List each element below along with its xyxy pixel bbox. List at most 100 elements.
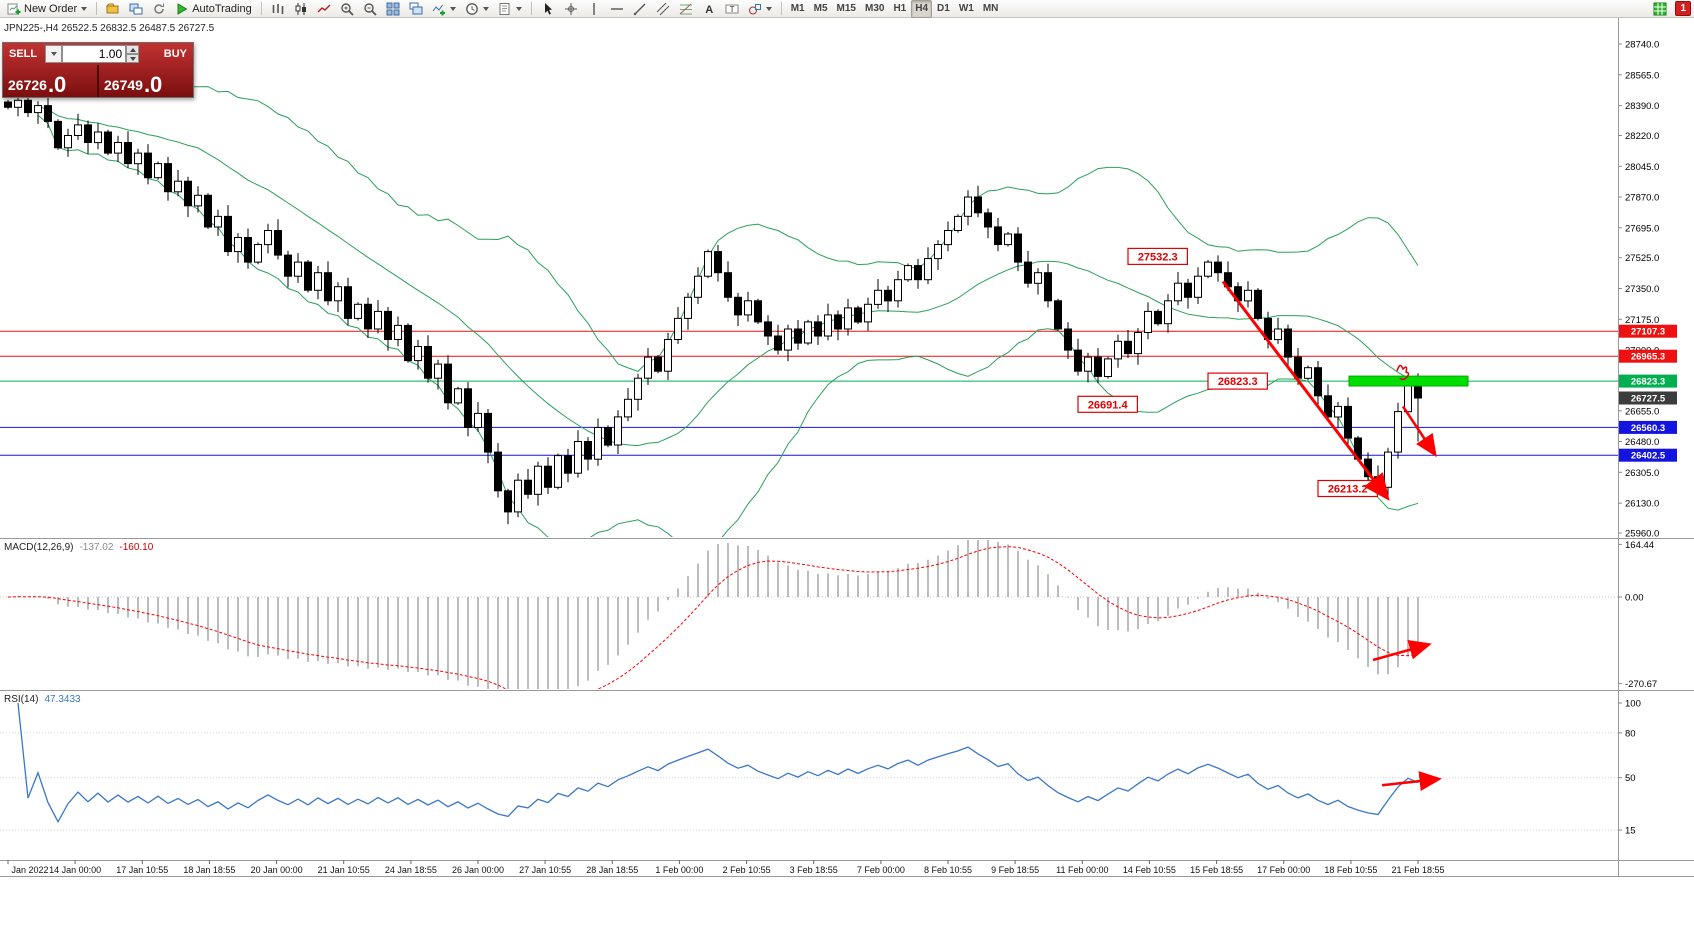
annotation-price-label[interactable]: 26213.2 bbox=[1317, 479, 1379, 498]
chart-symbol-header: JPN225-,H4 26522.5 26832.5 26487.5 26727… bbox=[4, 23, 215, 34]
svg-text:26691.4: 26691.4 bbox=[1088, 399, 1129, 411]
annotation-price-label[interactable]: 26823.3 bbox=[1207, 372, 1269, 390]
time-axis[interactable]: Jan 2022 14 Jan 00:00 17 Jan 10:55 18 Jan 1… bbox=[7, 860, 1445, 875]
buy-price-fraction: .0 bbox=[143, 72, 163, 97]
green-zone-rectangle[interactable] bbox=[1348, 375, 1469, 387]
svg-text:A: A bbox=[705, 4, 713, 16]
lot-decrease-button[interactable] bbox=[126, 54, 140, 63]
trendline-button[interactable] bbox=[629, 0, 651, 18]
chart-canvas[interactable]: 27532.3 26823.3 26691.4 26213.2 28740.0 28565… bbox=[0, 18, 1694, 940]
annotation-price-label[interactable]: 27532.3 bbox=[1127, 247, 1189, 265]
cursor-button[interactable] bbox=[537, 0, 559, 18]
lot-dropdown-button[interactable] bbox=[45, 45, 63, 63]
caret-down-icon bbox=[515, 6, 522, 11]
status-icon[interactable] bbox=[1649, 0, 1671, 18]
svg-text:0.00: 0.00 bbox=[1625, 593, 1644, 604]
zoom-out-button[interactable] bbox=[359, 0, 381, 18]
bar-chart-button[interactable] bbox=[267, 0, 289, 18]
text-button[interactable]: A bbox=[698, 0, 720, 18]
svg-text:14 Jan 00:00: 14 Jan 00:00 bbox=[49, 865, 101, 875]
indicator-add-icon bbox=[432, 4, 445, 15]
new-order-button[interactable]: New Order bbox=[3, 0, 91, 18]
periods-button[interactable] bbox=[461, 0, 493, 18]
fibonacci-button[interactable] bbox=[675, 0, 697, 18]
horizontal-line-button[interactable] bbox=[606, 0, 628, 18]
caret-down-icon bbox=[765, 6, 772, 11]
toolbar-separator bbox=[530, 2, 532, 15]
svg-text:80: 80 bbox=[1625, 728, 1636, 739]
toolbar-separator bbox=[780, 2, 782, 15]
channel-button[interactable] bbox=[652, 0, 674, 18]
candlestick-chart-button[interactable] bbox=[290, 0, 312, 18]
refresh-button[interactable] bbox=[148, 0, 170, 18]
toolbar-separator bbox=[96, 2, 98, 15]
crosshair-button[interactable] bbox=[560, 0, 582, 18]
svg-text:20 Jan 00:00: 20 Jan 00:00 bbox=[251, 865, 303, 875]
svg-text:9 Feb 18:55: 9 Feb 18:55 bbox=[991, 865, 1039, 875]
templates-button[interactable] bbox=[494, 0, 526, 18]
tf-M5[interactable]: M5 bbox=[813, 3, 828, 14]
svg-text:26213.2: 26213.2 bbox=[1328, 484, 1368, 496]
charts-window-button[interactable] bbox=[125, 0, 147, 18]
tf-M1[interactable]: M1 bbox=[790, 3, 805, 14]
svg-text:27870.0: 27870.0 bbox=[1625, 193, 1659, 204]
folder-icon bbox=[106, 3, 119, 13]
svg-text:18 Feb 10:55: 18 Feb 10:55 bbox=[1324, 865, 1377, 875]
red-scribble-annotation[interactable] bbox=[1396, 364, 1410, 381]
svg-text:26823.3: 26823.3 bbox=[1631, 377, 1665, 388]
red-trend-arrow[interactable] bbox=[1401, 405, 1437, 458]
crosshair-icon bbox=[564, 2, 577, 15]
zoom-in-button[interactable] bbox=[336, 0, 358, 18]
tf-H4[interactable]: H4 bbox=[911, 0, 933, 18]
cascade-icon bbox=[409, 2, 423, 14]
indicators-button[interactable] bbox=[428, 0, 460, 18]
svg-text:50: 50 bbox=[1625, 773, 1636, 784]
svg-text:27695.0: 27695.0 bbox=[1625, 223, 1659, 234]
tf-M30[interactable]: M30 bbox=[864, 3, 885, 14]
rsi-indicator-label: RSI(14) 47.3433 bbox=[4, 694, 81, 705]
buy-button[interactable]: 26749.0 bbox=[97, 65, 193, 97]
trade-panel-top-row: SELL BUY bbox=[3, 43, 193, 65]
tile-windows-button[interactable] bbox=[382, 0, 404, 18]
lot-increase-button[interactable] bbox=[126, 45, 140, 54]
zoom-out-icon bbox=[364, 2, 377, 16]
line-chart-button[interactable] bbox=[313, 0, 335, 18]
fibo-icon bbox=[679, 3, 692, 14]
svg-text:26402.5: 26402.5 bbox=[1631, 451, 1666, 462]
buy-label: BUY bbox=[163, 48, 187, 60]
profiles-button[interactable] bbox=[102, 0, 124, 18]
tf-M15[interactable]: M15 bbox=[836, 3, 856, 14]
svg-text:7 Feb 00:00: 7 Feb 00:00 bbox=[857, 865, 905, 875]
red-trend-arrow[interactable] bbox=[1372, 640, 1432, 662]
tile-icon bbox=[386, 2, 400, 15]
vline-icon bbox=[593, 2, 595, 15]
grid-green-icon bbox=[1653, 2, 1667, 15]
tf-MN[interactable]: MN bbox=[982, 3, 999, 14]
play-icon bbox=[177, 2, 188, 15]
price-axis[interactable]: 28740.0 28565.0 28390.0 28220.0 28045.0 27870… bbox=[1618, 40, 1677, 837]
svg-text:100: 100 bbox=[1625, 699, 1641, 710]
svg-text:28 Jan 18:55: 28 Jan 18:55 bbox=[586, 865, 638, 875]
tf-D1[interactable]: D1 bbox=[937, 3, 950, 14]
price-tag: 26560.3 bbox=[1619, 420, 1677, 434]
text-label-button[interactable]: T bbox=[721, 0, 743, 18]
caret-down-icon bbox=[129, 56, 136, 61]
sell-button[interactable]: 26726.0 bbox=[3, 65, 97, 97]
tf-H1[interactable]: H1 bbox=[893, 3, 907, 14]
caret-down-icon bbox=[482, 6, 489, 11]
svg-text:27350.0: 27350.0 bbox=[1625, 284, 1659, 295]
autotrading-button[interactable]: AutoTrading bbox=[171, 0, 256, 18]
lot-size-input[interactable] bbox=[62, 45, 127, 63]
tf-W1[interactable]: W1 bbox=[958, 3, 974, 14]
svg-text:27525.0: 27525.0 bbox=[1625, 253, 1659, 264]
cascade-windows-button[interactable] bbox=[405, 0, 427, 18]
toolbar-separator bbox=[260, 2, 262, 15]
annotation-price-label[interactable]: 26691.4 bbox=[1077, 395, 1139, 413]
alerts-badge[interactable]: 1 bbox=[1675, 1, 1691, 16]
red-trend-arrow[interactable] bbox=[1381, 771, 1442, 792]
vertical-line-button[interactable] bbox=[583, 0, 605, 18]
svg-text:26560.3: 26560.3 bbox=[1631, 423, 1665, 434]
svg-text:26480.0: 26480.0 bbox=[1625, 437, 1659, 448]
red-trend-arrow[interactable] bbox=[1221, 280, 1390, 501]
shapes-button[interactable] bbox=[744, 0, 776, 18]
